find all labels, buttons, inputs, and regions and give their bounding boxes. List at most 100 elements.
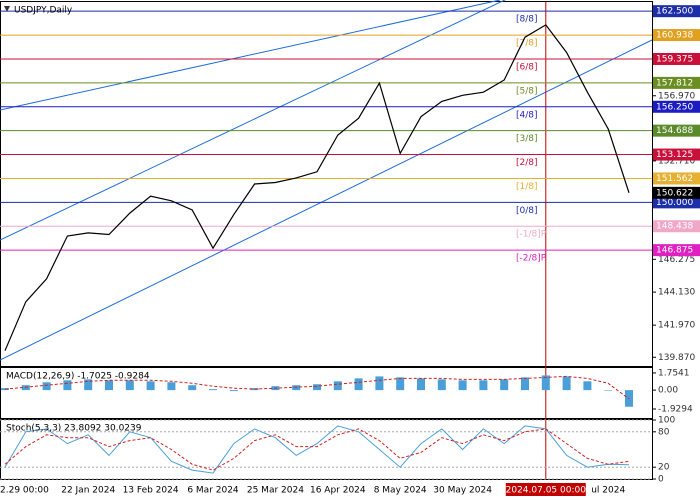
macd-bar xyxy=(42,382,51,391)
level-label: 162.500 xyxy=(656,7,693,17)
x-tick-label: 22 Jan 2024 xyxy=(61,486,115,496)
y-tick-label: 100 xyxy=(658,416,675,426)
macd-bar xyxy=(396,377,405,391)
level-label: 159.375 xyxy=(656,54,693,64)
level-label: 151.562 xyxy=(656,174,693,184)
macd-bar xyxy=(209,389,217,391)
title-icon xyxy=(4,6,10,12)
macd-bar xyxy=(521,377,529,391)
pane-title: Stoch(5,3,3) 23.8092 30.0239 xyxy=(6,424,142,434)
level-label: 148.438 xyxy=(656,222,693,232)
macd-bar xyxy=(375,376,384,391)
macd-bar xyxy=(167,382,176,391)
x-tick-label: 6 Mar 2024 xyxy=(187,486,239,496)
macd-bar xyxy=(562,376,571,391)
y-tick-label: 141.970 xyxy=(658,321,695,331)
level-label-bg xyxy=(653,148,700,161)
macd-bar xyxy=(604,390,613,391)
level-label-bg xyxy=(653,52,700,65)
level-label-bg xyxy=(653,5,700,18)
y-tick-label: 146.275 xyxy=(658,255,695,265)
level-name: [-2/8]P xyxy=(516,254,547,264)
macd-bar xyxy=(63,380,72,391)
y-tick-label: 144.130 xyxy=(658,288,695,298)
macd-bar xyxy=(105,380,113,391)
indicator-line xyxy=(4,425,630,474)
level-label-bg xyxy=(653,100,700,113)
y-tick-label: -1.9294 xyxy=(658,404,693,414)
level-name: [1/8] xyxy=(516,182,538,192)
x-tick-label: 16 Apr 2024 xyxy=(310,486,366,496)
cursor-label-bg xyxy=(505,483,586,496)
pane-title: USDJPY,Daily xyxy=(14,6,73,16)
macd-bar xyxy=(125,380,134,391)
level-label: 157.812 xyxy=(656,78,693,88)
level-label-bg xyxy=(653,76,700,89)
level-label: 153.125 xyxy=(656,150,693,160)
level-name: [0/8] xyxy=(516,206,538,216)
indicator-line xyxy=(4,375,630,400)
y-tick-label: 1.7541 xyxy=(658,368,690,378)
macd-bar xyxy=(437,379,446,391)
level-label: 156.250 xyxy=(656,102,693,112)
x-tick-label: 25 Mar 2024 xyxy=(247,486,304,496)
channel-line xyxy=(0,39,653,361)
indicator-line xyxy=(4,428,630,471)
y-tick-label: 80 xyxy=(658,427,670,437)
level-label-bg xyxy=(653,172,700,185)
x-tick-label: 30 May 2024 xyxy=(433,486,492,496)
level-name: [3/8] xyxy=(516,134,538,144)
macd-bar xyxy=(333,381,342,391)
macd-bar xyxy=(479,380,488,391)
last-price-label: 150.622 xyxy=(656,188,693,198)
macd-bar xyxy=(417,378,425,391)
level-name: [2/8] xyxy=(516,158,538,168)
macd-pane xyxy=(0,367,653,419)
level-label-bg xyxy=(653,196,700,209)
x-tick-label: ul 2024 xyxy=(591,486,625,496)
x-tick-label: 2.29 00:00 xyxy=(0,486,49,496)
level-label-bg xyxy=(653,29,700,42)
y-tick-label: 139.870 xyxy=(658,353,695,363)
level-name: [4/8] xyxy=(516,110,538,120)
level-name: [6/8] xyxy=(516,62,538,72)
macd-bar xyxy=(541,375,550,391)
y-tick-label: 156.970 xyxy=(658,91,695,101)
y-tick-label: 0 xyxy=(658,475,664,485)
macd-bar xyxy=(583,381,592,391)
macd-bar xyxy=(229,390,238,392)
y-tick-label: 0.00 xyxy=(658,386,678,396)
price-line xyxy=(4,24,630,351)
macd-bar xyxy=(500,379,509,391)
main-pane xyxy=(0,1,653,367)
y-tick-label: 20 xyxy=(658,463,670,473)
level-label-bg xyxy=(653,220,700,233)
channel-line xyxy=(0,0,506,241)
level-label: 154.688 xyxy=(656,126,693,136)
x-tick-label: 2024.07.05 00:00 xyxy=(506,486,587,496)
level-label: 146.875 xyxy=(656,246,693,256)
macd-bar xyxy=(188,385,197,391)
macd-bar xyxy=(84,379,93,391)
macd-bar xyxy=(313,384,321,391)
level-name: [7/8] xyxy=(516,39,538,49)
y-tick-label: 152.710 xyxy=(658,156,695,166)
macd-bar xyxy=(458,380,467,391)
level-label-bg xyxy=(653,124,700,137)
level-name: [-1/8]P xyxy=(516,230,547,240)
level-label: 160.938 xyxy=(656,31,693,41)
pane-title: MACD(12,26,9) -1.7025 -0.9284 xyxy=(6,372,150,382)
stoch-pane xyxy=(0,419,653,480)
macd-bar xyxy=(146,381,155,391)
level-label-bg xyxy=(653,244,700,257)
channel-line xyxy=(0,0,501,111)
last-price-bg xyxy=(653,186,700,199)
level-name: [8/8] xyxy=(516,15,538,25)
level-label: 150.000 xyxy=(656,198,693,208)
x-tick-label: 13 Feb 2024 xyxy=(123,486,179,496)
macd-bar xyxy=(354,378,363,391)
macd-bar xyxy=(1,388,9,391)
x-tick-label: 8 May 2024 xyxy=(374,486,427,496)
level-name: [5/8] xyxy=(516,86,538,96)
